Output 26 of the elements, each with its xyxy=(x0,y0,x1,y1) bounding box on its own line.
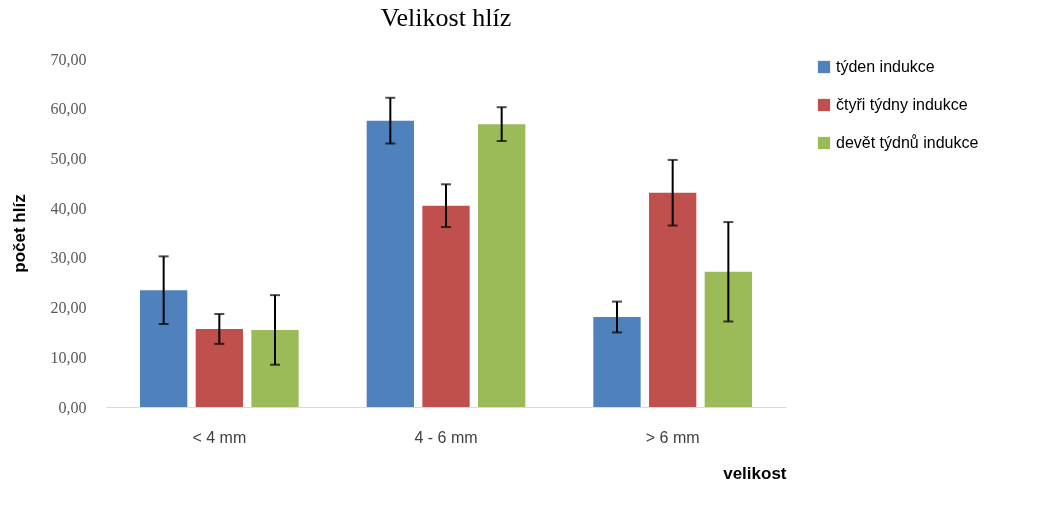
x-tick-label: < 4 mm xyxy=(192,428,247,446)
y-tick-label: 70,00 xyxy=(50,50,87,68)
y-tick-label: 40,00 xyxy=(50,199,87,217)
chart-title: Velikost hlíz xyxy=(380,3,512,32)
bar xyxy=(593,317,641,407)
bar xyxy=(251,329,299,407)
x-tick-label: > 6 mm xyxy=(645,428,700,446)
legend-label: čtyři týdny indukce xyxy=(836,96,968,113)
bar xyxy=(649,192,697,407)
bar xyxy=(704,271,752,407)
y-axis-title: počet hlíz xyxy=(9,194,29,273)
bar xyxy=(140,290,188,407)
y-tick-label: 0,00 xyxy=(58,398,87,416)
x-tick-label: 4 - 6 mm xyxy=(414,428,478,446)
y-tick-label: 60,00 xyxy=(50,100,87,118)
legend-label: devět týdnů indukce xyxy=(836,134,979,151)
bar xyxy=(366,120,414,407)
x-axis-title: velikost xyxy=(723,463,787,483)
bar xyxy=(478,124,526,407)
y-tick-label: 30,00 xyxy=(50,249,87,267)
bar xyxy=(195,328,243,407)
bar xyxy=(422,205,470,407)
y-tick-label: 50,00 xyxy=(50,149,87,167)
y-tick-label: 20,00 xyxy=(50,299,87,317)
y-tick-label: 10,00 xyxy=(50,348,87,366)
legend-label: týden indukce xyxy=(836,58,935,75)
